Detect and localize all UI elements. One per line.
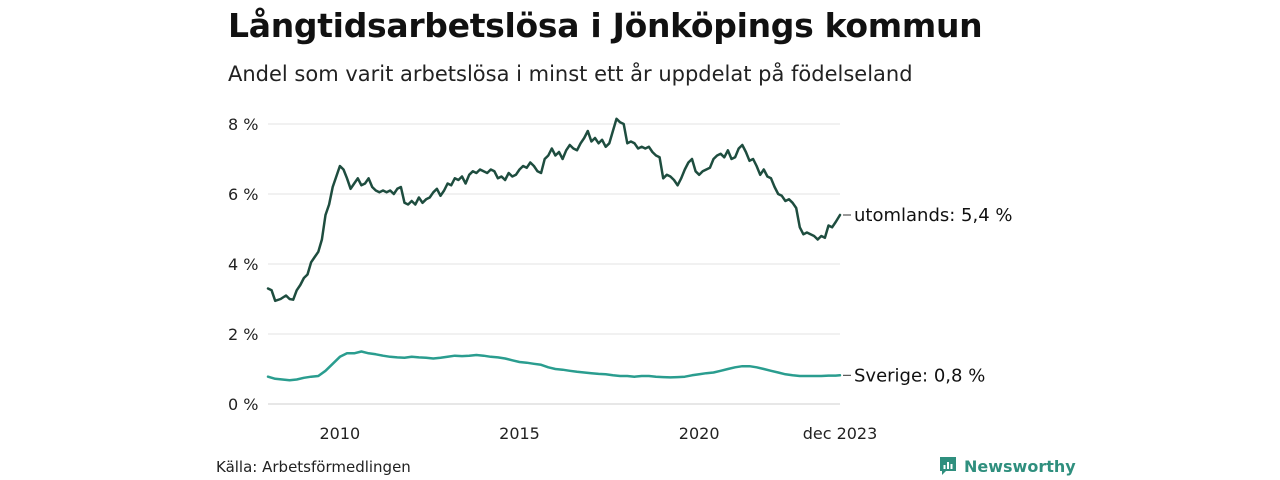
y-tick-label: 0 % xyxy=(228,395,258,414)
x-tick-label: dec 2023 xyxy=(803,424,878,443)
series-line-sverige xyxy=(266,350,842,382)
chart-subtitle: Andel som varit arbetslösa i minst ett å… xyxy=(228,62,913,86)
x-tick-label: 2015 xyxy=(499,424,540,443)
brand-name: Newsworthy xyxy=(964,456,1076,476)
chart-title: Långtidsarbetslösa i Jönköpings kommun xyxy=(228,6,983,45)
x-tick-label: 2020 xyxy=(679,424,720,443)
y-tick-label: 2 % xyxy=(228,325,258,344)
x-tick-label: 2010 xyxy=(319,424,360,443)
newsworthy-logo-icon xyxy=(940,457,956,475)
y-tick-label: 8 % xyxy=(228,115,258,134)
series-end-label: Sverige: 0,8 % xyxy=(854,365,985,386)
brand-logo[interactable]: Newsworthy xyxy=(938,456,1076,476)
source-note: Källa: Arbetsförmedlingen xyxy=(216,458,411,476)
series-end-label: utomlands: 5,4 % xyxy=(854,205,1013,226)
series-line-utomlands xyxy=(266,117,842,303)
y-tick-label: 6 % xyxy=(228,185,258,204)
y-tick-label: 4 % xyxy=(228,255,258,274)
